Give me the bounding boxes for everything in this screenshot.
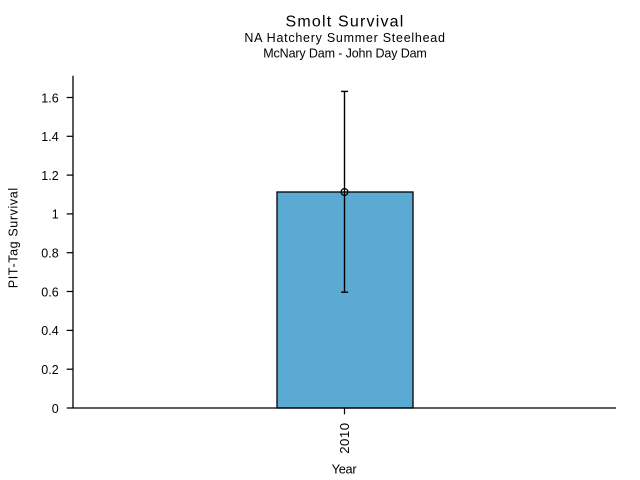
svg-text:0: 0 xyxy=(52,402,59,416)
svg-text:NA Hatchery Summer Steelhead: NA Hatchery Summer Steelhead xyxy=(244,31,445,45)
svg-text:PIT-Tag Survival: PIT-Tag Survival xyxy=(6,187,20,288)
svg-text:Year: Year xyxy=(332,462,358,477)
svg-text:1.2: 1.2 xyxy=(41,169,58,183)
svg-text:0.6: 0.6 xyxy=(41,285,58,299)
svg-text:0.8: 0.8 xyxy=(41,247,58,261)
svg-text:1: 1 xyxy=(52,208,59,222)
svg-text:2010: 2010 xyxy=(337,422,352,453)
svg-text:McNary Dam - John Day Dam: McNary Dam - John Day Dam xyxy=(263,47,426,61)
svg-text:1.4: 1.4 xyxy=(41,130,58,144)
svg-text:Smolt Survival: Smolt Survival xyxy=(285,14,404,31)
svg-text:1.6: 1.6 xyxy=(41,91,58,105)
svg-text:0.2: 0.2 xyxy=(41,363,58,377)
svg-text:0.4: 0.4 xyxy=(41,324,58,338)
